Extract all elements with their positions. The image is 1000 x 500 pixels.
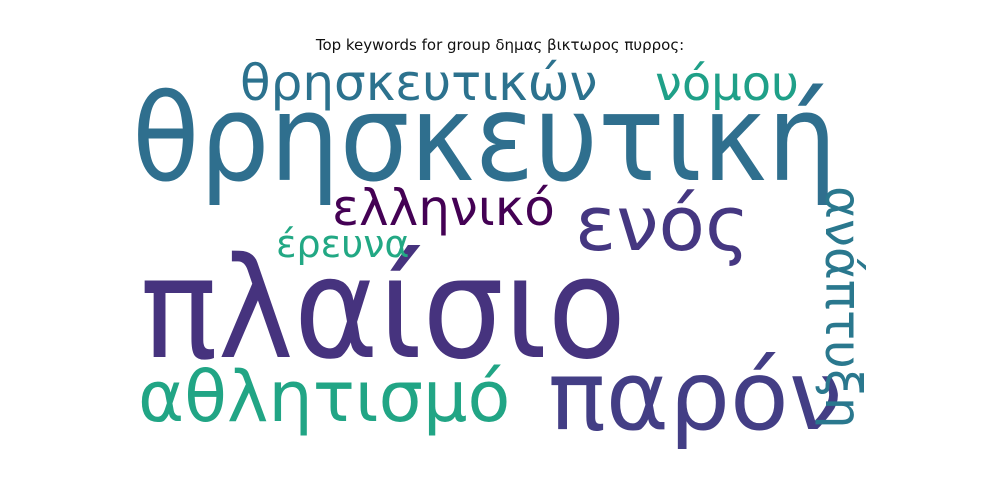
word-plaisio: πλαίσιο — [140, 228, 627, 391]
word-anaptyxi: ανάπτυξη — [814, 186, 872, 429]
word-enos: ενός — [575, 179, 750, 268]
word-threskeutikon: θρησκευτικών — [240, 54, 598, 112]
word-threskeutiki: θρησκευτική — [132, 70, 838, 209]
word-elliniko: ελληνικό — [332, 179, 555, 237]
word-paron: παρόν — [548, 340, 843, 452]
word-nomou: νόμου — [655, 56, 799, 112]
word-erevna: έρευνα — [276, 222, 410, 266]
chart-title: Top keywords for group δημας βικτωρος πυ… — [315, 36, 685, 54]
word-athlitismo: αθλητισμό — [138, 356, 511, 438]
